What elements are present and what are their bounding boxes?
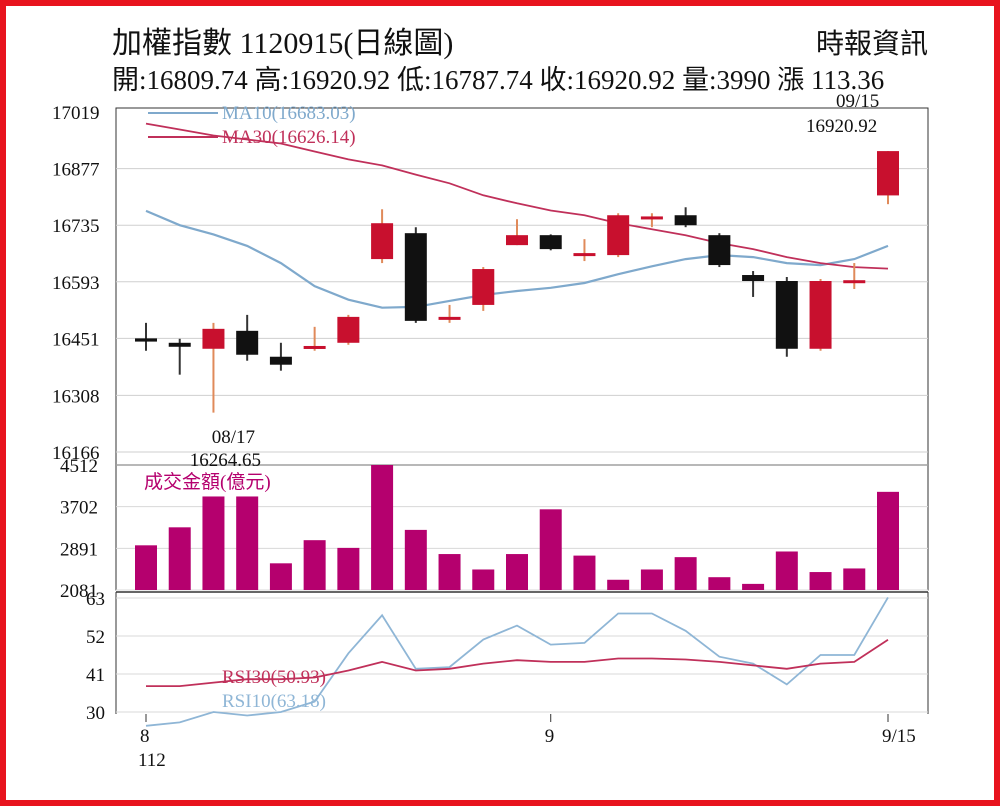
volume-bar — [135, 545, 157, 590]
year-label: 112 — [138, 750, 166, 771]
volume-bar — [877, 491, 899, 590]
volume-bar — [404, 529, 427, 590]
rsi-tick-label: 63 — [86, 589, 105, 610]
x-tick-label: 8 — [140, 726, 150, 747]
volume-bar — [337, 547, 360, 590]
volume-bar — [843, 568, 866, 590]
rsi-tick-label: 30 — [86, 703, 105, 724]
candle-body — [371, 223, 394, 260]
ma30-line — [145, 122, 889, 270]
volume-bar — [539, 509, 562, 590]
volume-bar — [674, 557, 697, 590]
ma10-label: MA10(16683.03) — [222, 103, 356, 124]
volume-bar — [236, 496, 259, 590]
candle-body — [472, 269, 495, 305]
candle-body — [337, 316, 360, 343]
volume-title: 成交金額(億元) — [144, 471, 271, 493]
volume-tick-label: 2891 — [60, 539, 98, 560]
volume-tick-label: 3702 — [60, 498, 98, 519]
volume-bar — [640, 569, 663, 590]
candle-body — [573, 253, 596, 257]
rsi30-line — [146, 638, 889, 687]
candle-body — [438, 316, 461, 320]
price-tick-label: 17019 — [52, 103, 100, 124]
high-value-label: 16920.92 — [806, 116, 877, 137]
candle-body — [539, 235, 562, 250]
rsi30-label: RSI30(50.93) — [222, 667, 326, 688]
ma30-label: MA30(16626.14) — [222, 127, 356, 148]
candle-body — [607, 215, 630, 256]
price-tick-label: 16308 — [52, 386, 100, 407]
candle-body — [404, 233, 427, 321]
volume-bar — [506, 554, 528, 590]
ma10-line — [145, 209, 889, 309]
volume-tick-label: 2081 — [60, 581, 98, 602]
volume-bar — [168, 527, 191, 590]
volume-bar — [775, 551, 798, 590]
candle-body — [809, 281, 832, 349]
volume-bar — [202, 496, 225, 590]
candle-body — [506, 235, 528, 246]
candle-body — [303, 345, 326, 349]
candle-body — [269, 356, 292, 365]
source-label: 時報資訊 — [815, 29, 928, 60]
volume-tick-label: 4512 — [60, 456, 98, 477]
x-tick-label: 9/15 — [882, 726, 916, 747]
x-tick-label: 9 — [545, 726, 555, 747]
candle-body — [843, 280, 866, 284]
candle-body — [202, 328, 225, 349]
candle-body — [742, 275, 765, 282]
price-tick-label: 16166 — [52, 443, 100, 464]
price-tick-label: 16593 — [52, 273, 100, 294]
ohlc-summary: 開:16809.74 高:16920.92 低:16787.74 收:16920… — [112, 65, 885, 95]
high-date-label: 09/15 — [836, 91, 879, 112]
candle-body — [168, 342, 191, 347]
price-tick-label: 16877 — [52, 160, 100, 181]
candle-body — [135, 338, 157, 342]
candle-body — [708, 235, 731, 266]
volume-bar — [371, 465, 394, 590]
price-tick-label: 16451 — [52, 329, 100, 350]
volume-bar — [809, 572, 832, 590]
volume-bar — [303, 540, 326, 590]
candle-body — [674, 215, 697, 226]
low-value-label: 16264.65 — [190, 450, 261, 471]
volume-bar — [573, 555, 596, 590]
candle-body — [775, 281, 798, 349]
rsi10-label: RSI10(63.18) — [222, 691, 326, 712]
volume-bar — [472, 569, 495, 590]
volume-bar — [742, 583, 765, 590]
rsi-tick-label: 52 — [86, 627, 105, 648]
rsi-tick-label: 41 — [86, 665, 105, 686]
price-tick-label: 16735 — [52, 216, 100, 237]
candle-body — [236, 330, 259, 355]
volume-bar — [269, 563, 292, 590]
candle-body — [877, 151, 899, 196]
volume-bar — [708, 577, 731, 590]
chart-title: 加權指數 1120915(日線圖) — [112, 27, 454, 60]
rsi10-line — [145, 596, 889, 727]
low-date-label: 08/17 — [212, 427, 255, 448]
volume-bar — [438, 554, 461, 590]
candle-body — [640, 216, 663, 220]
volume-bar — [607, 579, 630, 590]
